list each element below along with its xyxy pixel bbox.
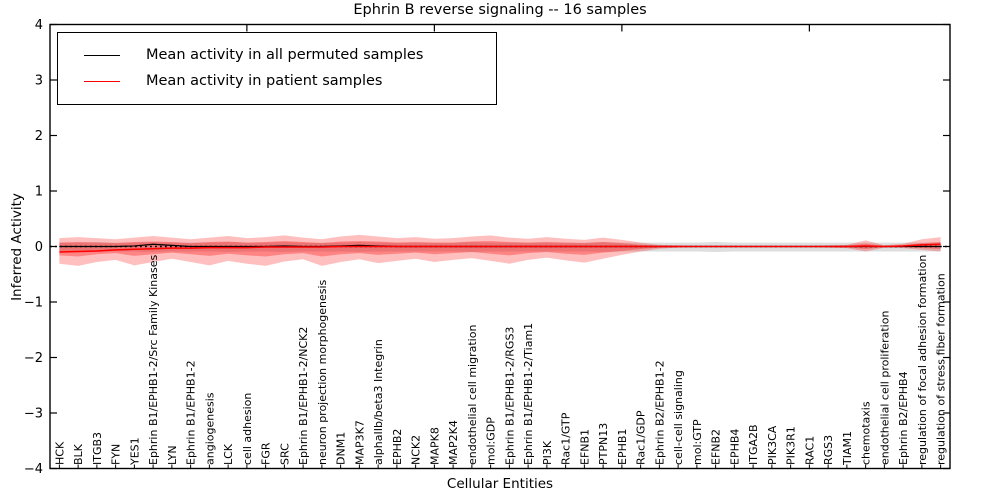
x-tick-label: endothelial cell migration	[466, 325, 479, 465]
legend-item-permuted: Mean activity in all permuted samples	[68, 42, 486, 68]
x-tick-label: Ephrin B1/EPHB1-2	[185, 360, 198, 465]
y-tick-label: −1	[24, 296, 43, 311]
x-tick-label: EPHB2	[391, 429, 404, 465]
patient-sample-range-outer-band	[59, 234, 941, 266]
x-tick-label: BLK	[72, 443, 85, 465]
x-tick-label: ITGB3	[91, 432, 104, 465]
x-tick-label: mol:GTP	[691, 419, 704, 465]
x-tick-label: cell-cell signaling	[672, 370, 685, 465]
x-tick-label: Rac1/GDP	[635, 410, 648, 465]
x-tick-label: alphaIIb/beta3 Integrin	[372, 339, 385, 465]
x-tick-label: neuron projection morphogenesis	[316, 279, 329, 465]
y-tick-label: −3	[24, 407, 43, 422]
x-tick-label: RAC1	[803, 436, 816, 465]
x-tick-label: LCK	[222, 443, 235, 465]
x-tick-label: Ephrin B1/EPHB1-2/NCK2	[297, 327, 310, 465]
legend-item-label: Mean activity in patient samples	[146, 73, 383, 89]
legend-line-swatch-red	[84, 80, 120, 82]
y-axis-label: Inferred Activity	[9, 193, 25, 301]
y-tick-label: −2	[24, 351, 43, 366]
x-tick-label: MAP3K7	[353, 420, 366, 465]
x-tick-label: Ephrin B1/EPHB1-2/RGS3	[503, 327, 516, 465]
x-tick-label: ITGA2B	[747, 424, 760, 465]
y-tick-label: 4	[35, 18, 43, 33]
x-tick-label: EPHB1	[616, 429, 629, 465]
x-tick-label: PI3K	[541, 440, 554, 465]
x-tick-label: mol:GDP	[485, 417, 498, 465]
x-tick-label: PIK3R1	[785, 426, 798, 465]
x-tick-label: FGR	[260, 442, 273, 465]
mean-line-patient	[59, 243, 941, 253]
x-tick-label: endothelial cell proliferation	[878, 311, 891, 465]
x-axis-label: Cellular Entities	[446, 476, 554, 492]
y-tick-label: 3	[35, 74, 43, 89]
x-tick-label: PIK3CA	[766, 425, 779, 465]
y-tick-label: −4	[24, 462, 43, 477]
x-tick-label: HCK	[53, 441, 66, 465]
x-tick-label: SRC	[278, 443, 291, 465]
x-tick-label: regulation of stress fiber formation	[935, 273, 948, 465]
x-tick-label: EFNB1	[578, 429, 591, 465]
legend-line-swatch-black	[84, 54, 120, 56]
x-tick-label: EFNB2	[710, 429, 723, 465]
x-tick-label: TIAM1	[841, 431, 854, 466]
legend-item-label: Mean activity in all permuted samples	[146, 47, 424, 63]
legend: Mean activity in all permuted samples Me…	[57, 32, 497, 105]
x-tick-label: Rac1/GTP	[560, 412, 573, 465]
y-tick-label: 0	[35, 240, 43, 255]
x-tick-label: FYN	[110, 444, 123, 465]
x-tick-label: DNM1	[335, 432, 348, 465]
x-tick-label: chemotaxis	[860, 401, 873, 465]
x-tick-label: RGS3	[822, 435, 835, 465]
x-tick-label: YES1	[128, 437, 141, 466]
x-tick-label: MAPK8	[428, 427, 441, 465]
x-tick-label: Ephrin B2/EPHB4	[897, 371, 910, 465]
legend-item-patient: Mean activity in patient samples	[68, 68, 486, 94]
patient-sample-range-inner-band	[59, 240, 941, 257]
y-tick-label: 2	[35, 129, 43, 144]
x-tick-label: EPHB4	[728, 429, 741, 465]
x-tick-label: Ephrin B2/EPHB1-2	[653, 360, 666, 465]
x-tick-label: Ephrin B1/EPHB1-2/Src Family Kinases	[147, 255, 160, 465]
chart-title: Ephrin B reverse signaling -- 16 samples	[353, 2, 647, 18]
x-tick-label: angiogenesis	[203, 392, 216, 465]
x-tick-label: regulation of focal adhesion formation	[916, 255, 929, 465]
x-tick-label: NCK2	[410, 435, 423, 465]
x-tick-label: Ephrin B1/EPHB1-2/Tiam1	[522, 323, 535, 465]
x-tick-label: PTPN13	[597, 423, 610, 465]
y-tick-label: 1	[35, 185, 43, 200]
x-tick-label: cell adhesion	[241, 393, 254, 465]
x-tick-label: MAP2K4	[447, 420, 460, 465]
x-tick-label: LYN	[166, 445, 179, 465]
